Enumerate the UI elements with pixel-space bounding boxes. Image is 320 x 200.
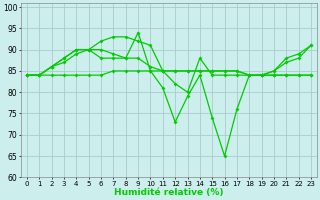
X-axis label: Humidité relative (%): Humidité relative (%) (114, 188, 224, 197)
